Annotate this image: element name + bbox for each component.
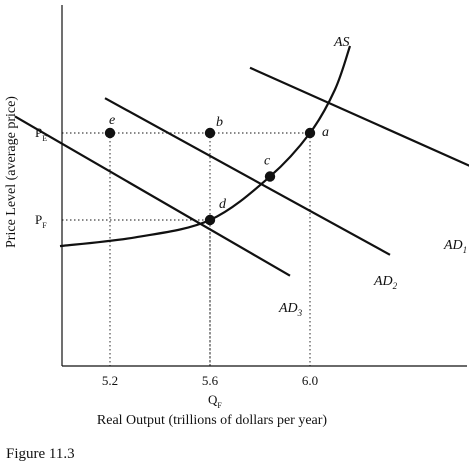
curve-ad1 [249,66,469,167]
curve-ad3 [14,115,291,277]
point-label-d: d [219,197,227,212]
point-a [304,127,316,139]
point-label-b: b [216,115,223,130]
point-label-a: a [322,125,329,140]
x-axis-label: Real Output (trillions of dollars per ye… [97,413,327,428]
x-sub-label-qf: QF [208,392,222,410]
curve-as [59,45,352,248]
curves [14,45,469,277]
curve-ad2 [104,97,391,256]
label-ad3: AD3 [278,301,303,318]
point-e [104,127,116,139]
x-tick-label: 6.0 [302,373,318,388]
figure-caption: Figure 11.3 [6,446,75,462]
point-c [264,171,276,182]
x-tick-label: 5.6 [202,373,219,388]
point-label-e: e [109,113,115,128]
y-tick-e: PE [35,125,47,143]
label-as: AS [333,35,350,50]
equilibrium-points [104,127,316,226]
point-label-c: c [264,154,271,169]
label-ad2: AD2 [373,274,398,291]
y-axis-label: Price Level (average price) [4,96,19,248]
y-tick-f: PF [35,212,47,230]
point-d [204,214,216,226]
x-tick-label: 5.2 [102,373,118,388]
label-ad1: AD1 [443,238,467,255]
chart-labels: AS AD1 AD2 AD3 a b c d e PE PF 5.2 5.6 6.0 QF [35,35,467,410]
dotted-guides [62,132,311,366]
chart: Price Level (average price) Real Output … [4,5,469,428]
point-b [204,127,216,139]
